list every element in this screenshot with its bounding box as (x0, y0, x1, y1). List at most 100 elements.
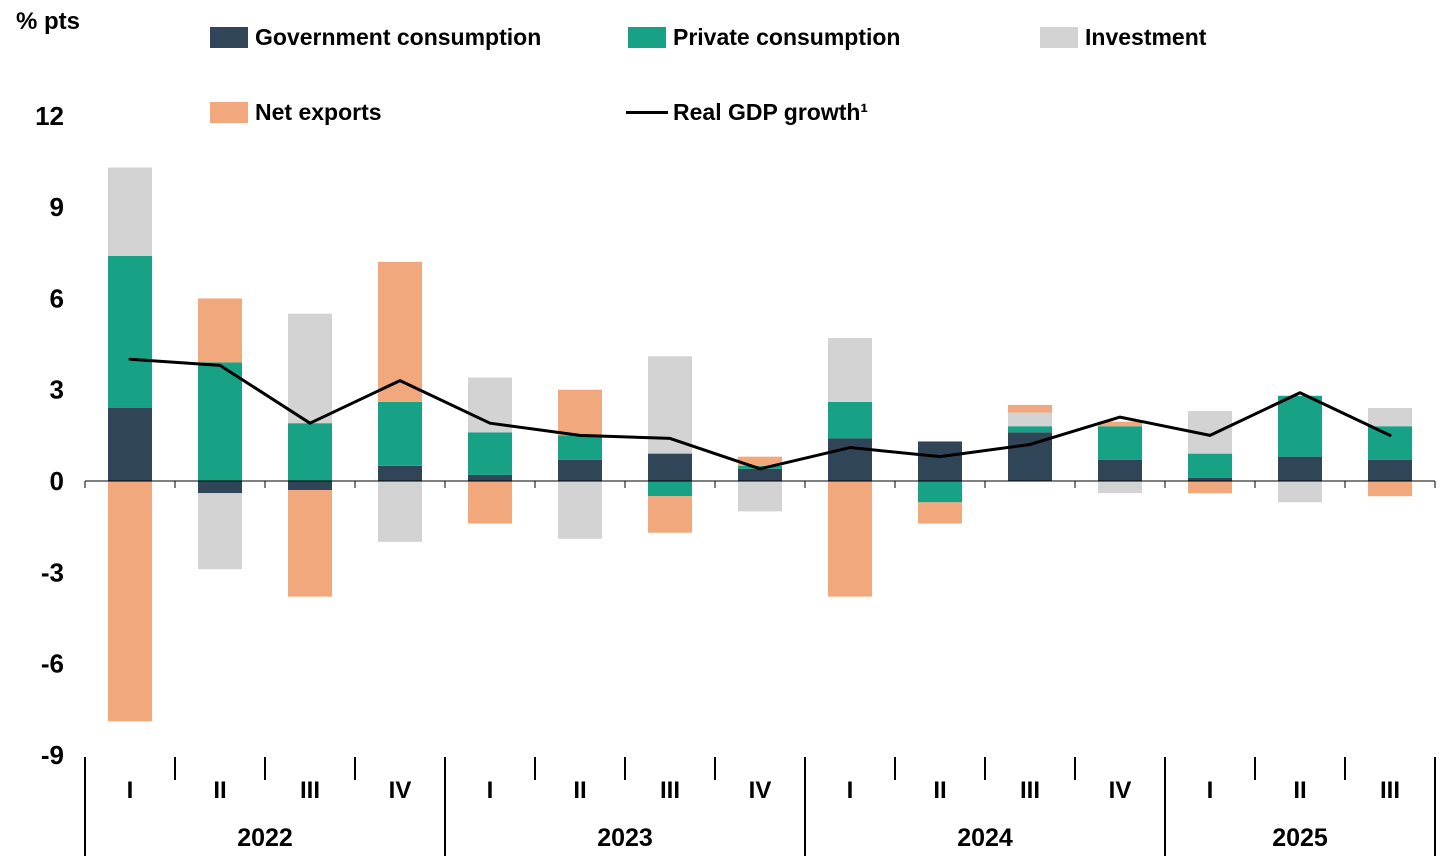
quarter-label: III (300, 777, 320, 804)
year-label: 2023 (597, 824, 653, 852)
gdp-growth-line-icon (626, 110, 668, 114)
y-tick-label: -9 (41, 740, 64, 770)
bar-segment (1368, 426, 1412, 460)
bar-segment (1008, 426, 1052, 433)
government-consumption-swatch (210, 26, 248, 48)
bar-segment (738, 481, 782, 512)
investment-swatch (1040, 26, 1078, 48)
bar-segment (1008, 404, 1052, 413)
bar-segment (108, 255, 152, 408)
zero-baseline (84, 480, 1436, 488)
bar-segment (288, 490, 332, 597)
quarter-label: I (487, 777, 494, 804)
legend-label-private-consumption: Private consumption (673, 23, 901, 50)
bar-segment (738, 468, 782, 481)
bar-segment (558, 481, 602, 539)
quarter-label: III (660, 777, 680, 804)
bar-segment (198, 362, 242, 481)
bar-segment (378, 465, 422, 481)
bar-segment (288, 423, 332, 481)
year-label: 2025 (1272, 824, 1328, 852)
bar-segment (1098, 459, 1142, 481)
legend-label-real-gdp-growth: Real GDP growth¹ (673, 98, 869, 125)
bar-segment (1188, 481, 1232, 494)
quarter-label: II (213, 777, 226, 804)
quarter-label: III (1020, 777, 1040, 804)
bar-segment (648, 496, 692, 533)
gdp-growth-line (128, 357, 1392, 471)
bar-segment (828, 337, 872, 402)
y-axis-unit-label: % pts (16, 8, 81, 35)
bar-segment (648, 453, 692, 481)
bar-segment (468, 474, 512, 481)
bar-segment (1098, 481, 1142, 494)
bar-segment (1368, 459, 1412, 481)
quarter-label: I (127, 777, 134, 804)
bar-segment (1368, 481, 1412, 497)
legend-item-government-consumption: Government consumption (210, 24, 541, 50)
bar-segment (1278, 456, 1322, 481)
bar-segment (918, 441, 962, 481)
bar-segment (1098, 426, 1142, 460)
bar-segment (198, 298, 242, 363)
year-label: 2024 (957, 824, 1013, 852)
bar-segment (558, 435, 602, 460)
quarter-label: II (1293, 777, 1306, 804)
bar-segment (108, 407, 152, 481)
bar-segment (558, 389, 602, 436)
bar-segment (738, 456, 782, 466)
legend-item-private-consumption: Private consumption (628, 24, 900, 50)
bar-segment (918, 481, 962, 503)
bar-segment (108, 167, 152, 256)
legend-item-net-exports: Net exports (210, 99, 382, 125)
quarter-label: II (933, 777, 946, 804)
legend-item-real-gdp-growth: Real GDP growth¹ (626, 99, 868, 125)
y-tick-label: 12 (35, 101, 64, 131)
bar-segment (198, 481, 242, 494)
bar-segment (288, 481, 332, 491)
quarter-label: IV (389, 777, 412, 804)
bar-segment (1098, 421, 1142, 427)
y-tick-label: 6 (50, 283, 64, 313)
bar-segment (918, 502, 962, 524)
legend-row-1: Government consumption Private consumpti… (0, 24, 1443, 50)
bar-segment (468, 481, 512, 524)
bar-segment (288, 313, 332, 424)
bar-segment (198, 493, 242, 570)
y-tick-label: 3 (50, 375, 64, 405)
bar-segment (558, 459, 602, 481)
y-tick-label: -6 (41, 649, 64, 679)
bar-segment (1368, 407, 1412, 427)
year-label: 2022 (237, 824, 293, 852)
bar-segment (1188, 477, 1232, 481)
legend-label-investment: Investment (1085, 23, 1207, 50)
quarter-label: I (847, 777, 854, 804)
bar-segment (828, 438, 872, 481)
bar-segment (468, 432, 512, 475)
net-exports-swatch (210, 101, 248, 123)
y-tick-label: 9 (50, 192, 64, 222)
quarter-label: IV (749, 777, 772, 804)
bar-segment (108, 481, 152, 722)
quarter-label: I (1207, 777, 1214, 804)
quarter-label: III (1380, 777, 1400, 804)
bar-segment (1278, 395, 1322, 457)
y-tick-label: 0 (50, 466, 64, 496)
private-consumption-swatch (628, 26, 666, 48)
bar-segment (648, 481, 692, 497)
bar-segment (1188, 453, 1232, 478)
stacked-bars (108, 167, 1412, 722)
legend-row-2: Net exports Real GDP growth¹ (0, 99, 1443, 125)
bar-segment (828, 481, 872, 597)
bar-segment (378, 481, 422, 542)
bar-segment (1278, 481, 1322, 503)
quarter-label: IV (1109, 777, 1132, 804)
legend-item-investment: Investment (1040, 24, 1206, 50)
bar-segment (1008, 412, 1052, 427)
legend-label-government-consumption: Government consumption (255, 23, 542, 50)
legend-label-net-exports: Net exports (255, 98, 382, 125)
bar-segment (378, 261, 422, 402)
